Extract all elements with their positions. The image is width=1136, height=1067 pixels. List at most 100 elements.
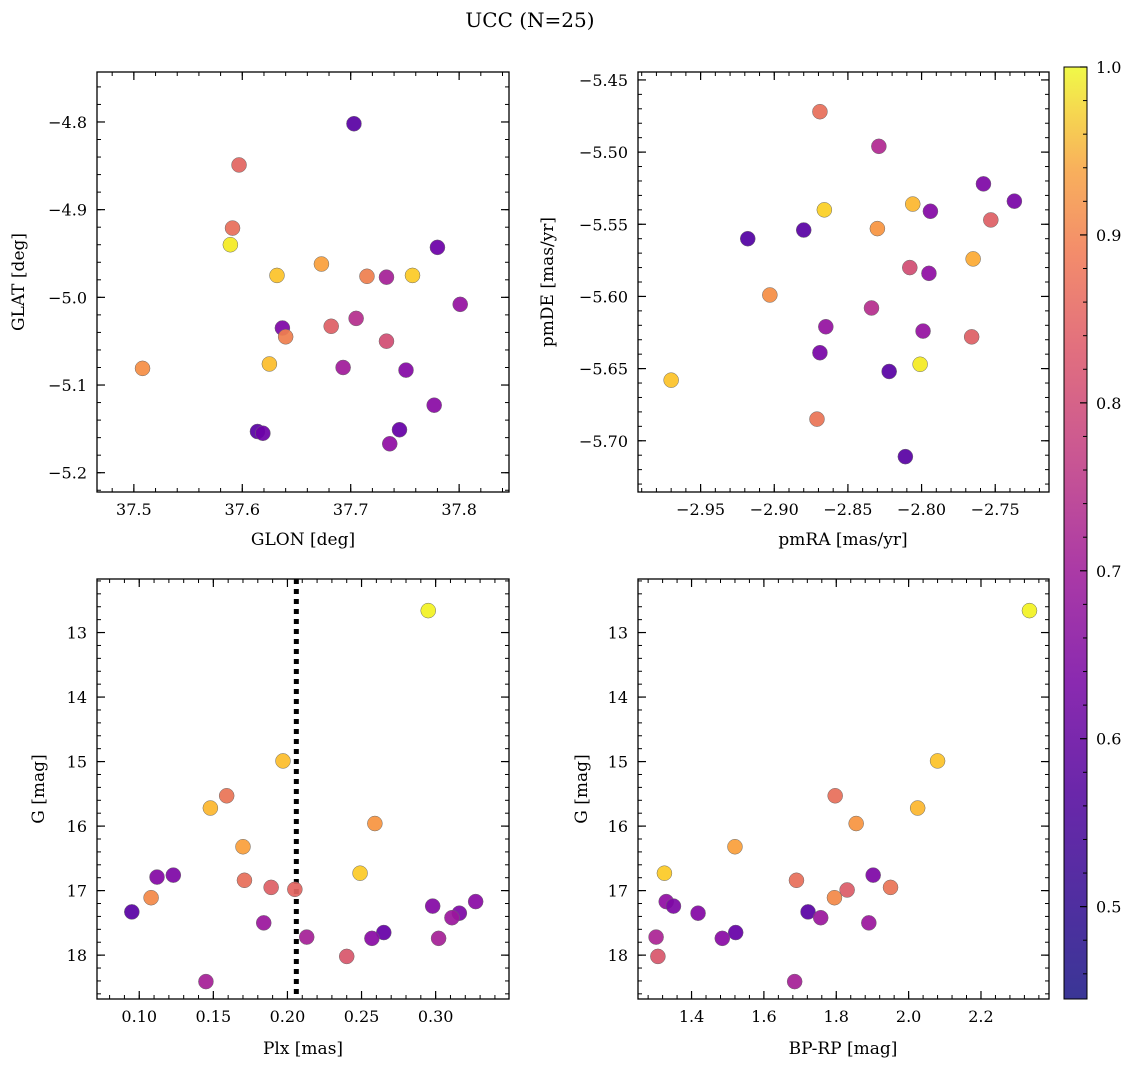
scatter-point — [812, 909, 829, 926]
scatter-point — [656, 865, 673, 881]
x-tick-label: 0.30 — [418, 1007, 454, 1026]
scatter-point — [1021, 602, 1038, 619]
scatter-point — [983, 212, 999, 228]
scatter-point — [816, 202, 833, 218]
scatter-point — [812, 344, 828, 361]
scatter-point — [218, 788, 235, 804]
y-tick-label: −5.0 — [48, 288, 87, 307]
y-tick-label: −5.55 — [579, 215, 628, 234]
scatter-point — [826, 889, 843, 906]
scatter-point — [236, 872, 253, 889]
y-tick-label: −5.50 — [579, 143, 628, 162]
y-tick-label: −5.65 — [579, 360, 628, 379]
scatter-point — [255, 915, 272, 931]
scatter-point — [714, 930, 731, 947]
y-tick-label: 16 — [67, 817, 87, 836]
scatter-point — [788, 872, 805, 889]
scatter-point — [364, 930, 380, 947]
scatter-point — [848, 815, 864, 832]
x-axis-label: BP-RP [mag] — [789, 1039, 898, 1059]
y-tick-label: −4.9 — [48, 201, 87, 220]
colorbar-tick-label: 0.9 — [1096, 226, 1121, 245]
y-tick-label: 13 — [67, 624, 87, 643]
y-tick-label: 18 — [67, 946, 87, 965]
x-tick-label: 0.20 — [270, 1007, 306, 1026]
scatter-point — [398, 362, 414, 378]
plot-frame — [637, 71, 1050, 493]
scatter-points — [124, 602, 484, 990]
scatter-point — [839, 882, 855, 898]
scatter-point — [865, 867, 881, 883]
scatter-point — [424, 898, 441, 914]
scatter-point — [378, 269, 395, 285]
scatter-point — [786, 973, 803, 990]
scatter-point — [202, 800, 219, 816]
scatter-point — [261, 356, 278, 372]
scatter-point — [800, 904, 816, 920]
scatter-point — [452, 296, 468, 313]
scatter-point — [929, 753, 946, 769]
scatter-point — [444, 909, 460, 926]
scatter-point — [762, 287, 778, 303]
scatter-point — [809, 411, 825, 427]
scatter-point — [323, 318, 339, 335]
scatter-point — [975, 176, 992, 192]
scatter-point — [124, 904, 140, 920]
scatter-point — [231, 157, 247, 173]
scatter-point — [420, 602, 436, 619]
scatter-point — [904, 196, 921, 212]
scatter-point — [863, 300, 880, 316]
scatter-point — [882, 879, 899, 896]
colorbar-tick-label: 0.7 — [1096, 562, 1121, 581]
y-tick-label: −5.1 — [48, 376, 87, 395]
scatter-point — [335, 359, 351, 376]
panel-pmra-pmde: −2.95 −2.90 −2.85 −2.80 −2.75 −5.45 −5.50 −5.55… — [538, 71, 1050, 550]
plot-frame — [96, 578, 510, 1000]
axis-ticks: 0.10 0.15 0.20 0.25 0.30 13 14 15 16 17 18 — [67, 579, 509, 1026]
scatter-points — [134, 115, 468, 452]
y-axis-label: pmDE [mas/yr] — [538, 217, 558, 347]
y-axis-label: G [mag] — [572, 754, 592, 823]
figure-title: UCC (N=25) — [465, 8, 594, 32]
scatter-point — [275, 753, 291, 769]
scatter-point — [902, 259, 918, 276]
panel-glon-glat: 37.5 37.6 37.7 37.8 −4.8 −4.9 −5.0 −5.1 −5.2 GLO… — [9, 71, 510, 550]
y-tick-label: 17 — [608, 882, 628, 901]
scatter-point — [263, 879, 279, 896]
colorbar-tick-label: 0.5 — [1096, 898, 1121, 917]
scatter-point — [338, 948, 355, 965]
panel-plx-g: 0.10 0.15 0.20 0.25 0.30 13 14 15 16 17 18 Plx [ma… — [29, 578, 510, 1059]
scatter-point — [795, 222, 812, 238]
x-tick-label: 37.6 — [224, 500, 260, 519]
scatter-point — [922, 203, 939, 220]
x-tick-label: −2.75 — [971, 500, 1020, 519]
y-tick-label: −5.60 — [579, 287, 628, 306]
x-tick-label: 37.8 — [441, 500, 477, 519]
x-tick-label: 2.0 — [896, 1007, 921, 1026]
plot-frame — [637, 578, 1050, 1000]
scatter-point — [367, 815, 383, 832]
colorbar-tick-label: 0.8 — [1096, 394, 1121, 413]
scatter-point — [663, 372, 679, 388]
scatter-point — [149, 869, 165, 885]
scatter-point — [143, 889, 159, 906]
x-tick-label: −2.95 — [676, 500, 725, 519]
scatter-point — [255, 425, 271, 442]
scatter-point — [812, 103, 828, 120]
colorbar-ticks: 0.5 0.6 0.7 0.8 0.9 1.0 — [1080, 58, 1121, 975]
scatter-point — [963, 329, 980, 345]
scatter-point — [298, 929, 315, 945]
axis-ticks: 1.4 1.6 1.8 2.0 2.2 13 14 15 16 17 18 — [608, 579, 1049, 1026]
x-tick-label: 1.6 — [751, 1007, 776, 1026]
scatter-point — [915, 323, 931, 339]
y-tick-label: 16 — [608, 817, 628, 836]
scatter-point — [378, 333, 395, 349]
y-tick-label: 18 — [608, 946, 628, 965]
scatter-point — [912, 356, 928, 373]
scatter-point — [467, 893, 484, 910]
x-tick-label: 1.4 — [679, 1007, 704, 1026]
y-tick-label: −5.45 — [579, 71, 628, 90]
scatter-point — [426, 397, 442, 413]
